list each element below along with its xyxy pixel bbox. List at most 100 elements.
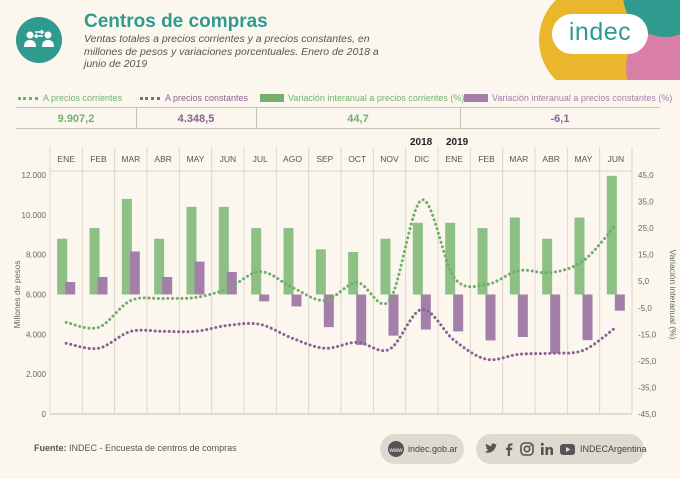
legend-item-var-constantes: Variación interanual a precios constante… xyxy=(464,93,672,103)
bar-var-corrientes xyxy=(89,228,100,295)
summary-var-corrientes: 44,7 xyxy=(347,113,369,125)
y2-tick-label: 25,0 xyxy=(638,224,654,233)
bar-var-constantes xyxy=(550,294,561,354)
sales-chart: ENE FEB MAR ABR MAY JUN JUL AGO SEP OCT NOV DIC ENE F… xyxy=(12,147,678,419)
y-tick-label: 0 xyxy=(42,410,47,419)
bar-var-corrientes xyxy=(477,228,488,295)
x-tick-label: MAY xyxy=(187,154,205,164)
instagram-icon[interactable] xyxy=(520,442,534,456)
bar-var-constantes xyxy=(162,276,173,295)
x-tick-label: DIC xyxy=(415,154,430,164)
bar-var-corrientes xyxy=(348,252,359,295)
x-tick-label: MAR xyxy=(509,154,528,164)
website-text: indec.gob.ar xyxy=(408,444,458,454)
bar-var-corrientes xyxy=(154,238,165,295)
x-tick-label: JUL xyxy=(253,154,268,164)
y-tick-label: 8.000 xyxy=(26,251,47,260)
bar-var-corrientes xyxy=(574,217,585,295)
social-handle: INDECArgentina xyxy=(580,444,647,454)
legend-swatch-corrientes xyxy=(18,96,38,100)
indec-logo: indec xyxy=(568,18,632,46)
x-tick-label: OCT xyxy=(348,154,366,164)
summary-divider xyxy=(256,108,257,128)
y2-tick-label: -35,0 xyxy=(638,383,657,392)
bar-var-corrientes xyxy=(445,222,456,295)
x-tick-label: JUN xyxy=(220,154,237,164)
bar-var-corrientes xyxy=(380,238,391,295)
bar-var-constantes xyxy=(194,261,205,295)
summary-top-rule xyxy=(16,107,660,108)
bar-var-corrientes xyxy=(121,198,132,295)
x-tick-label: ENE xyxy=(445,154,463,164)
legend-item-corrientes: A precios corrientes xyxy=(18,93,122,103)
youtube-icon[interactable] xyxy=(560,443,575,455)
x-tick-label: FEB xyxy=(90,154,107,164)
y2-tick-label: 5,0 xyxy=(638,277,650,286)
legend-swatch-var-corrientes xyxy=(260,94,284,102)
bar-var-corrientes xyxy=(606,175,617,295)
source-text: INDEC - Encuesta de centros de compras xyxy=(69,443,237,453)
line-corrientes xyxy=(64,198,618,330)
bar-var-constantes xyxy=(614,294,625,311)
y-tick-label: 6.000 xyxy=(26,291,47,300)
legend-label-var-corrientes: Variación interanual a precios corriente… xyxy=(288,93,465,103)
bar-var-corrientes xyxy=(218,206,229,295)
globe-icon: www xyxy=(388,441,404,457)
svg-text:www: www xyxy=(389,448,404,454)
x-tick-label: NOV xyxy=(380,154,399,164)
bar-var-constantes xyxy=(97,276,108,295)
bar-var-constantes xyxy=(356,294,367,345)
summary-corrientes: 9.907,2 xyxy=(57,113,95,125)
summary-var-constantes: -6,1 xyxy=(550,113,570,125)
x-tick-label: ABR xyxy=(154,154,171,164)
bar-var-constantes xyxy=(388,294,399,336)
y2-tick-label: 45,0 xyxy=(638,171,654,180)
summary-constantes: 4.348,5 xyxy=(177,113,215,125)
legend-label-corrientes: A precios corrientes xyxy=(43,93,123,103)
y-tick-label: 10.000 xyxy=(22,211,47,220)
linkedin-icon[interactable] xyxy=(540,442,554,456)
twitter-icon[interactable] xyxy=(484,442,498,456)
social-links[interactable]: INDECArgentina xyxy=(476,434,647,464)
x-tick-label: MAY xyxy=(575,154,593,164)
year-label-2018: 2018 xyxy=(410,137,433,148)
y-tick-label: 2.000 xyxy=(26,370,47,379)
x-tick-label: AGO xyxy=(283,154,302,164)
people-exchange-icon xyxy=(24,29,54,47)
bar-var-constantes xyxy=(453,294,464,332)
facebook-icon[interactable] xyxy=(504,442,514,456)
year-label-2019: 2019 xyxy=(446,137,469,148)
indec-logo-pill xyxy=(552,14,648,54)
bar-var-constantes xyxy=(129,251,140,295)
shopping-center-logo xyxy=(16,17,62,63)
source-label: Fuente: xyxy=(34,443,67,453)
bar-var-corrientes xyxy=(542,238,553,295)
summary-bottom-rule xyxy=(16,128,660,129)
bar-var-constantes xyxy=(226,271,237,295)
website-link[interactable]: www indec.gob.ar xyxy=(380,434,464,464)
bar-var-constantes xyxy=(582,294,593,341)
y-axis-label: Millones de pesos xyxy=(12,260,22,328)
summary-divider xyxy=(460,108,461,128)
bar-var-constantes xyxy=(259,294,270,302)
bar-var-corrientes xyxy=(315,249,326,295)
y2-axis-label: Variación interanual (%) xyxy=(668,249,678,339)
summary-divider xyxy=(136,108,137,128)
bar-var-corrientes xyxy=(57,238,68,295)
bar-var-constantes xyxy=(65,282,76,295)
y2-tick-label: -15,0 xyxy=(638,330,657,339)
x-tick-label: JUN xyxy=(608,154,625,164)
y2-tick-label: -5,0 xyxy=(638,304,652,313)
bar-var-corrientes xyxy=(412,222,423,295)
y2-tick-label: -45,0 xyxy=(638,410,657,419)
bar-var-constantes xyxy=(323,294,334,328)
x-tick-label: FEB xyxy=(478,154,495,164)
legend-swatch-constantes xyxy=(140,96,160,100)
legend-label-constantes: A precios constantes xyxy=(165,93,249,103)
bar-var-corrientes xyxy=(509,217,520,295)
legend: A precios corrientes A precios constante… xyxy=(16,93,676,107)
legend-label-var-constantes: Variación interanual a precios constante… xyxy=(492,93,673,103)
x-tick-label: ABR xyxy=(542,154,559,164)
y2-tick-label: 15,0 xyxy=(638,251,654,260)
source-note: Fuente: INDEC - Encuesta de centros de c… xyxy=(34,443,237,453)
